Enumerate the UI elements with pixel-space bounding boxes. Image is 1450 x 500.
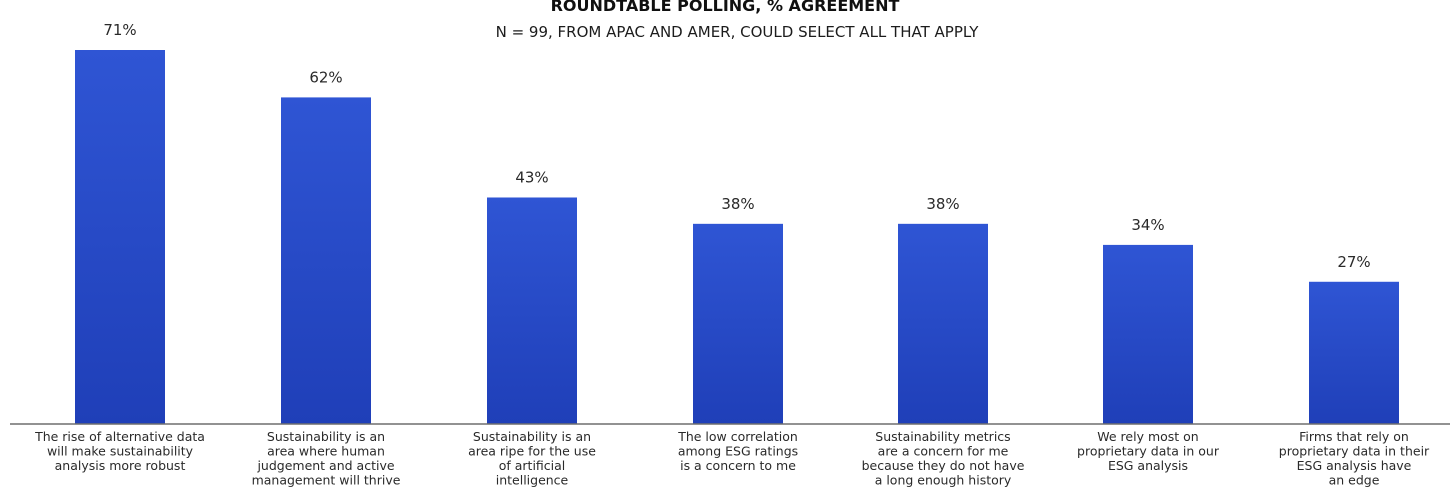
category-label-1-line-3: analysis more robust xyxy=(55,458,186,473)
value-label-2: 62% xyxy=(309,68,342,86)
category-label-7-line-2: proprietary data in their xyxy=(1279,444,1430,459)
category-label-6-line-2: proprietary data in our xyxy=(1077,444,1220,459)
category-label-3: Sustainability is an area ripe for the us… xyxy=(468,429,596,488)
bars-group xyxy=(75,50,1399,424)
bar-2 xyxy=(281,97,371,424)
category-label-2-line-4: management will thrive xyxy=(252,473,401,488)
bar-5 xyxy=(898,223,988,424)
chart-subtitle: N = 99, FROM APAC AND AMER, COULD SELECT… xyxy=(496,23,980,41)
category-label-3-line-2: area ripe for the use xyxy=(468,444,596,459)
bar-6 xyxy=(1103,244,1193,424)
category-labels-group: The rise of alternative data will make su… xyxy=(34,429,1430,488)
category-label-1-line-1: The rise of alternative data xyxy=(34,429,205,444)
value-label-7: 27% xyxy=(1337,253,1370,271)
bar-7 xyxy=(1309,281,1399,424)
category-label-2: Sustainability is an area where human judg… xyxy=(252,429,401,488)
category-label-3-line-1: Sustainability is an xyxy=(473,429,591,444)
value-label-1: 71% xyxy=(103,21,136,39)
category-label-2-line-3: judgement and active xyxy=(256,458,394,473)
category-label-5-line-4: a long enough history xyxy=(875,473,1012,488)
category-label-4-line-3: is a concern to me xyxy=(680,458,796,473)
category-label-3-line-3: of artificial xyxy=(499,458,566,473)
category-label-6-line-3: ESG analysis xyxy=(1108,458,1188,473)
bar-1 xyxy=(75,50,165,424)
bar-4 xyxy=(693,223,783,424)
category-label-4: The low correlation among ESG ratings is a… xyxy=(677,429,798,473)
value-label-3: 43% xyxy=(515,168,548,186)
chart-title: ROUNDTABLE POLLING, % AGREEMENT xyxy=(551,0,900,15)
category-label-3-line-4: intelligence xyxy=(496,473,569,488)
category-label-5: Sustainability metrics are a concern for … xyxy=(862,429,1025,488)
value-labels-group: 71% 62% 43% 38% 38% 34% 27% xyxy=(103,21,1370,271)
category-label-7-line-3: ESG analysis have xyxy=(1297,458,1412,473)
category-label-4-line-2: among ESG ratings xyxy=(678,444,798,459)
category-label-6: We rely most on proprietary data in our ES… xyxy=(1077,429,1220,473)
category-label-7-line-1: Firms that rely on xyxy=(1299,429,1409,444)
category-label-2-line-2: area where human xyxy=(267,444,385,459)
category-label-7: Firms that rely on proprietary data in th… xyxy=(1279,429,1430,488)
category-label-4-line-1: The low correlation xyxy=(677,429,798,444)
bar-3 xyxy=(487,197,577,424)
category-label-6-line-1: We rely most on xyxy=(1097,429,1198,444)
category-label-1-line-2: will make sustainability xyxy=(47,444,194,459)
category-label-2-line-1: Sustainability is an xyxy=(267,429,385,444)
value-label-4: 38% xyxy=(721,195,754,213)
category-label-5-line-2: are a concern for me xyxy=(878,444,1009,459)
category-label-1: The rise of alternative data will make su… xyxy=(34,429,205,473)
category-label-5-line-1: Sustainability metrics xyxy=(875,429,1010,444)
category-label-5-line-3: because they do not have xyxy=(862,458,1025,473)
value-label-5: 38% xyxy=(926,195,959,213)
value-label-6: 34% xyxy=(1131,216,1164,234)
category-label-7-line-4: an edge xyxy=(1329,473,1380,488)
